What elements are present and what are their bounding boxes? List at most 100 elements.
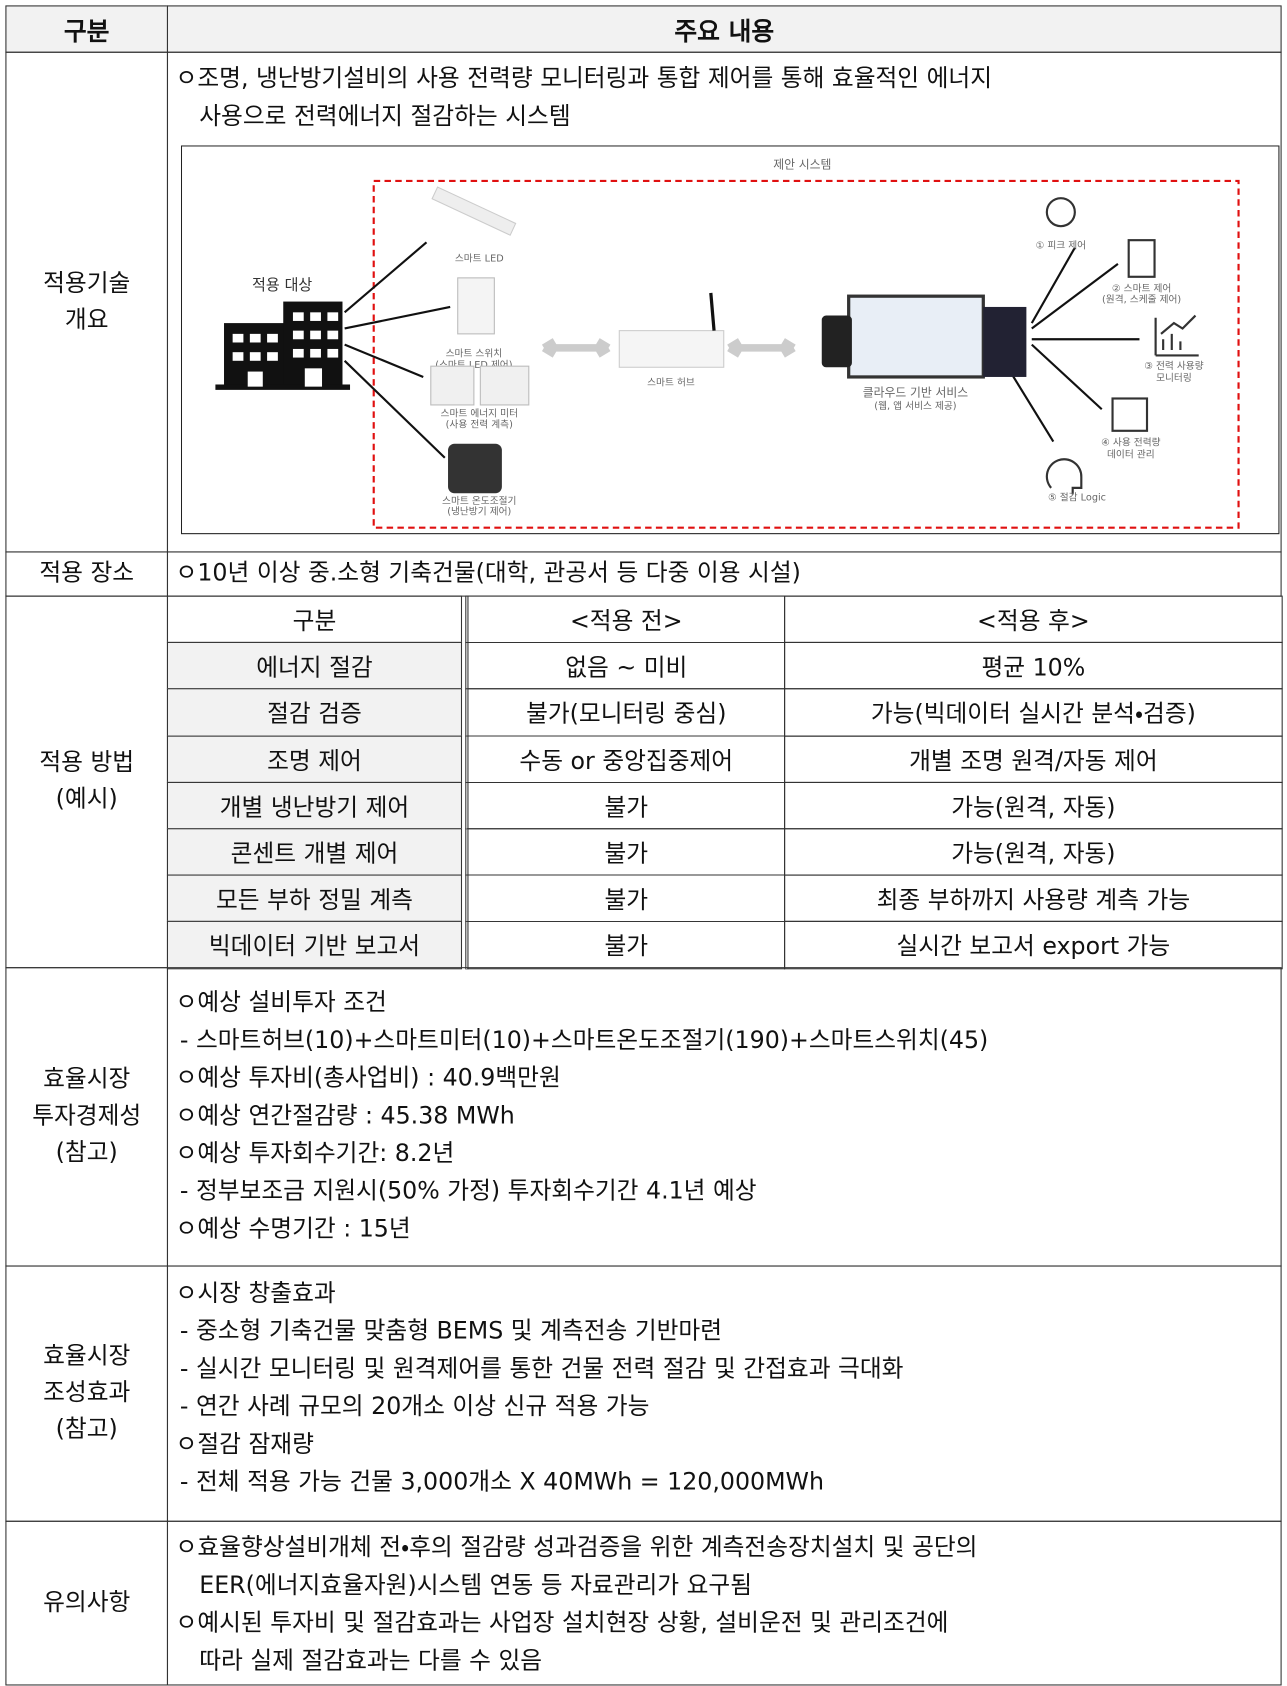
economics-text: ㅇ예상 설비투자 조건 - 스마트허브(10)+스마트미터(10)+스마트온도조절… [176,984,989,1248]
table-header-cell: <적용 전> [465,595,786,644]
table-cell: 모든 부하 정밀 계측 [166,874,463,923]
device-label: 스마트 허브 [647,376,695,388]
function-label: ① 피크 제어 [1036,240,1087,252]
effects-text: ㅇ시장 창출효과 - 중소형 기축건물 맞춤형 BEMS 및 계측전송 기반마련 -… [176,1275,904,1501]
row-label: 효율시장 투자경제성 (참고) [5,967,169,1267]
text-line: 따라 실제 절감효과는 다를 수 있음 [199,1647,543,1675]
text-line: - 정부보조금 지원시(50% 가정) 투자회수기간 4.1년 예상 [179,1178,757,1206]
text-line: ㅇ예상 투자회수기간: 8.2년 [175,1140,455,1168]
table-cell: 수동 or 중앙집중제어 [465,735,786,783]
table-cell: 가능(원격, 자동) [784,828,1283,876]
label-line: 적용기술 [43,269,131,297]
table-cell: 불가 [465,781,786,830]
label-line: 적용 방법 [39,749,135,777]
device-sublabel: (사용 전력 계측) [446,418,513,430]
device-label: 클라우드 기반 서비스 [863,386,969,400]
table-cell: 개별 조명 원격/자동 제어 [784,735,1283,783]
table-cell: 불가 [465,828,786,876]
proposal-box [372,179,1240,529]
table-cell: 콘센트 개별 제어 [166,828,463,876]
text-line: - 중소형 기축건물 맞춤형 BEMS 및 계측전송 기반마련 [179,1318,723,1346]
text-line: ㅇ예상 연간절감량 : 45.38 MWh [175,1102,515,1130]
link-arrow [727,338,796,358]
function-sublabel: (원격, 스케줄 제어) [1102,292,1181,305]
table-cell: 없음 ~ 미비 [465,642,786,690]
notes-text: ㅇ효율향상설비개체 전・후의 절감량 성과검증을 위한 계측전송장치설치 및 공… [176,1529,978,1680]
function-label: ③ 전력 사용량 [1144,360,1203,372]
function-icon [1127,239,1156,278]
text-line: EER(에너지효율자원)시스템 연동 등 자료관리가 요구됨 [199,1572,753,1600]
header-category: 구분 [5,5,169,53]
text-line: ㅇ예시된 투자비 및 절감효과는 사업장 설치현장 상황, 설비운전 및 관리조… [175,1610,949,1638]
text-line: - 전체 적용 가능 건물 3,000개소 X 40MWh = 120,000M… [179,1469,825,1496]
table-cell: 빅데이터 기반 보고서 [166,921,463,969]
table-cell: 불가 [465,874,786,923]
switch-icon [457,277,495,335]
overview-text: ㅇ조명, 냉난방기설비의 사용 전력량 모니터링과 통합 제어를 통해 효율적인… [176,60,992,135]
text-line: ㅇ예상 수명기간 : 15년 [175,1215,411,1243]
function-icon [1045,458,1083,495]
function-label: ② 스마트 제어 [1112,283,1171,295]
text-line: ㅇ절감 잠재량 [175,1431,314,1459]
table-cell: 에너지 절감 [166,642,463,690]
table-cell: 실시간 보고서 export 가능 [784,921,1283,969]
monitor-icon [847,294,985,379]
server-icon [983,306,1027,377]
label-line: 개요 [64,306,109,334]
text-line: ㅇ예상 투자비(총사업비) : 40.9백만원 [175,1065,561,1093]
function-label: ⑤ 절감 Logic [1048,491,1106,504]
text-line: ㅇ예상 설비투자 조건 [175,989,387,1017]
table-header-cell: <적용 후> [784,595,1283,644]
label-line: (예시) [55,786,118,814]
label-line: 효율시장 [43,1343,131,1370]
function-icon [1154,314,1199,357]
table-cell: 가능(빅데이터 실시간 분석・검증) [784,688,1283,737]
meter-icon [430,365,475,406]
table-cell: 최종 부하까지 사용량 계측 가능 [784,874,1283,923]
device-sublabel: (냉난방기 제어) [447,506,511,518]
text-line: ㅇ효율향상설비개체 전・후의 절감량 성과검증을 위한 계측전송장치설치 및 공… [175,1534,978,1562]
device-label: 스마트 LED [455,252,504,264]
header-content: 주요 내용 [166,5,1282,53]
row-label: 적용 장소 [5,551,169,597]
table-cell: 불가 [465,921,786,969]
table-cell: 절감 검증 [166,688,463,737]
system-diagram: 제안 시스템 적용 대상 스마트 LED 스마트 스위치 (스마트 LED 제어… [180,145,1280,535]
hub-antenna [709,292,716,331]
table-cell: 가능(원격, 자동) [784,781,1283,830]
text-line: ㅇ조명, 냉난방기설비의 사용 전력량 모니터링과 통합 제어를 통해 효율적인… [175,65,993,93]
row-label: 효율시장 조성효과 (참고) [5,1265,169,1522]
label-line: (참고) [55,1416,118,1444]
link-arrow [541,338,611,358]
hub-icon [618,330,725,368]
function-icon [1045,197,1076,228]
label-line: (참고) [55,1139,118,1167]
row-label: 적용 방법 (예시) [5,595,169,969]
meter-icon [479,365,530,406]
device-label: 스마트 온도조절기 [442,494,516,507]
building-windows [232,312,339,387]
diagram-title: 제안 시스템 [773,157,831,171]
function-label: ④ 사용 전력량 [1101,437,1160,449]
device-label: 스마트 스위치 [446,346,503,359]
thermostat-icon [448,443,502,494]
function-sublabel: 데이터 관리 [1107,448,1155,460]
phone-icon [821,315,852,368]
device-sublabel: (웹, 앱 서비스 제공) [874,400,956,412]
table-cell: 개별 냉난방기 제어 [166,781,463,830]
text-line: - 실시간 모니터링 및 원격제어를 통한 건물 전력 절감 및 간접효과 극대… [179,1355,904,1383]
text-line: ㅇ10년 이상 중.소형 기축건물(대학, 관공서 등 다중 이용 시설) [175,560,801,587]
text-line: - 연간 사례 규모의 20개소 이상 신규 적용 가능 [179,1393,650,1421]
text-line: - 스마트허브(10)+스마트미터(10)+스마트온도조절기(190)+스마트스… [179,1027,989,1055]
label-line: 효율시장 [43,1066,131,1094]
table-cell: 조명 제어 [166,735,463,783]
table-cell: 평균 10% [784,642,1283,690]
led-icon [431,186,517,236]
connector-lines [343,241,1140,459]
location-text: ㅇ10년 이상 중.소형 기축건물(대학, 관공서 등 다중 이용 시설) [176,555,801,593]
text-line: ㅇ시장 창출효과 [175,1280,336,1308]
function-sublabel: 모니터링 [1156,372,1192,384]
text-line: 사용으로 전력에너지 절감하는 시스템 [199,103,571,131]
